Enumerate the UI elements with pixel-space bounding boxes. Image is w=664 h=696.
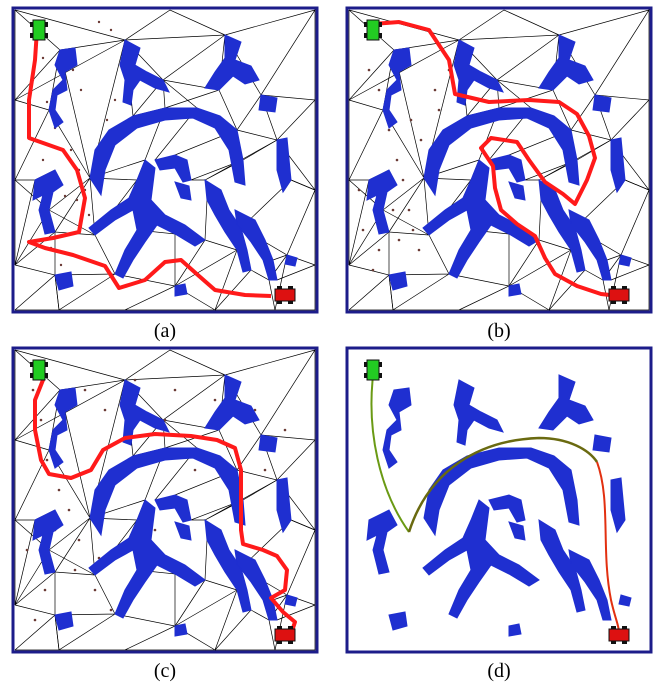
start-robot-icon	[30, 19, 48, 41]
start-robot-icon	[364, 359, 382, 381]
goal-robot-icon	[608, 286, 630, 304]
goal-robot-icon	[608, 626, 630, 644]
goal-robot-icon	[274, 286, 296, 304]
planned-path	[33, 363, 297, 635]
smooth-trajectory-end	[596, 461, 620, 633]
caption-d: (d)	[487, 660, 511, 682]
goal-robot-icon	[274, 626, 296, 644]
planned-path	[27, 29, 272, 298]
smooth-trajectory-start	[370, 375, 410, 533]
start-robot-icon	[30, 359, 48, 381]
panel-a	[10, 5, 320, 315]
panel-d	[344, 345, 654, 655]
panel-c	[10, 345, 320, 655]
smooth-trajectory-arch	[407, 436, 599, 533]
caption-c: (c)	[153, 660, 177, 682]
caption-a: (a)	[153, 320, 177, 342]
panel-b	[344, 5, 654, 315]
caption-b: (b)	[487, 320, 511, 342]
start-robot-icon	[364, 19, 382, 41]
planned-path	[372, 20, 620, 298]
